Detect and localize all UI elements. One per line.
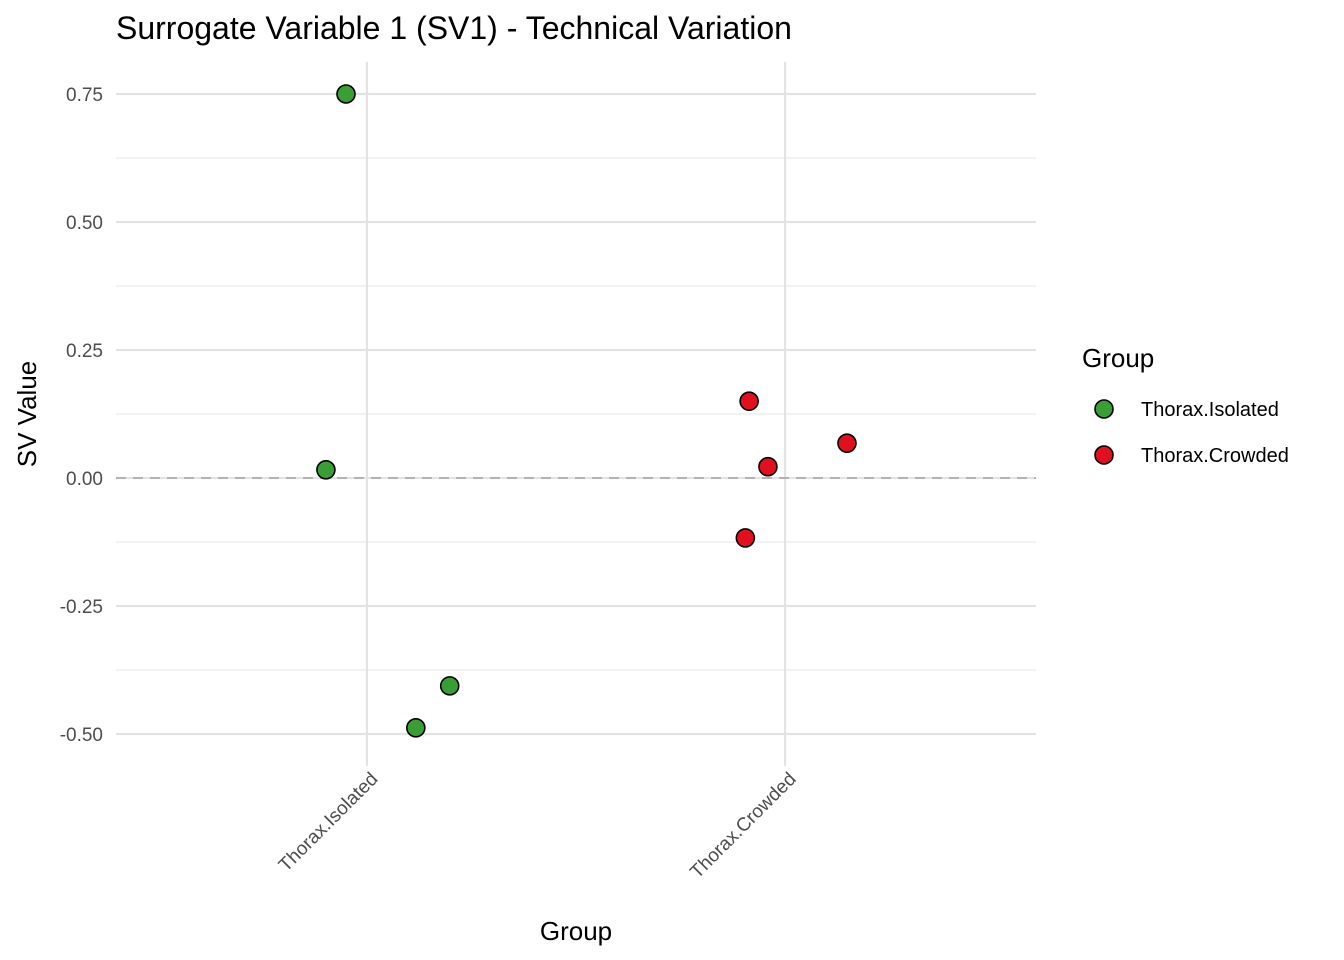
data-point — [735, 528, 756, 548]
data-point — [336, 84, 356, 104]
y-tick-label: -0.50 — [60, 725, 103, 746]
legend: Group Thorax.Isolated Thorax.Crowded — [1082, 343, 1289, 467]
y-tick-label: -0.25 — [60, 597, 103, 618]
y-tick-label: 0.75 — [66, 85, 103, 106]
x-axis: Thorax.Isolated Thorax.Crowded — [275, 769, 801, 883]
y-axis-label: SV Value — [12, 361, 42, 467]
legend-label: Thorax.Isolated — [1141, 399, 1279, 421]
y-tick-label: 0.25 — [66, 341, 103, 362]
data-point — [316, 460, 336, 480]
data-points — [316, 84, 857, 738]
data-point — [406, 718, 426, 738]
data-point — [837, 433, 857, 453]
legend-title: Group — [1082, 343, 1154, 373]
y-axis: 0.75 0.50 0.25 0.00 -0.25 -0.50 — [60, 85, 103, 746]
data-point — [758, 456, 778, 477]
legend-label: Thorax.Crowded — [1141, 445, 1289, 467]
legend-key — [1094, 399, 1114, 419]
y-tick-label: 0.00 — [66, 469, 103, 490]
y-tick-label: 0.50 — [66, 213, 103, 234]
gridlines — [116, 62, 1036, 766]
data-point — [739, 391, 759, 412]
legend-key — [1094, 445, 1114, 465]
x-axis-label: Group — [540, 916, 612, 946]
chart-title: Surrogate Variable 1 (SV1) - Technical V… — [116, 10, 792, 46]
data-point — [439, 676, 460, 696]
x-tick-label: Thorax.Crowded — [686, 769, 800, 883]
x-tick-label: Thorax.Isolated — [275, 769, 382, 876]
